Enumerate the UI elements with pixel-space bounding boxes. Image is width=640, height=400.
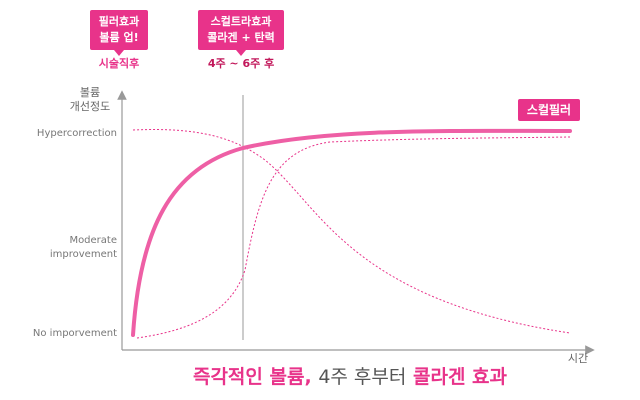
level-label: Hypercorrection bbox=[37, 128, 117, 139]
callout-box bbox=[198, 10, 284, 50]
callout-line: 필러효과 bbox=[99, 14, 139, 28]
callout-box bbox=[90, 10, 148, 50]
filler-curve bbox=[132, 129, 571, 334]
callout-pointer bbox=[236, 50, 246, 56]
caption-part: 즉각적인 볼륨, bbox=[193, 366, 312, 388]
x-axis-title: 시간 bbox=[568, 352, 588, 365]
badge-label: 스컬필러 bbox=[527, 102, 571, 117]
y-axis-title: 볼륨 bbox=[80, 86, 100, 99]
level-label: improvement bbox=[50, 249, 117, 260]
badge bbox=[518, 99, 580, 121]
y-axis-title: 개선정도 bbox=[70, 100, 110, 113]
caption: 즉각적인 볼륨, 4주 후부터 콜라겐 효과 bbox=[193, 366, 508, 388]
callout-pointer bbox=[114, 50, 124, 56]
callout-line: 볼륨 업! bbox=[99, 31, 138, 44]
level-label: No imporvement bbox=[33, 328, 117, 339]
level-label: Moderate bbox=[69, 235, 117, 246]
callout-line: 콜라겐 + 탄력 bbox=[207, 30, 274, 44]
callout-caption: 4주 ~ 6주 후 bbox=[208, 56, 274, 70]
caption-part: 4주 후부터 bbox=[318, 366, 406, 388]
callout-line: 스컬트라효과 bbox=[211, 14, 272, 28]
combined-curve bbox=[131, 128, 572, 337]
caption-part: 콜라겐 효과 bbox=[413, 366, 508, 388]
sculptra-curve bbox=[136, 136, 571, 339]
callout-caption: 시술직후 bbox=[99, 56, 139, 70]
